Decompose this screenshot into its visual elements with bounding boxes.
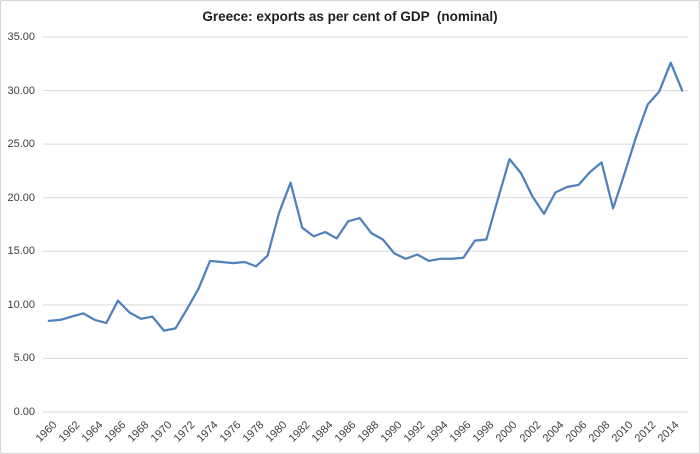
y-axis-tick-label: 20.00 — [7, 191, 35, 204]
y-axis-tick-label: 25.00 — [7, 138, 35, 151]
y-axis-tick-label: 35.00 — [7, 31, 35, 43]
y-axis-tick-label: 5.00 — [13, 352, 35, 365]
chart-title: Greece: exports as per cent of GDP (nomi… — [202, 9, 498, 24]
y-axis-tick-label: 10.00 — [7, 298, 35, 311]
y-axis-tick-label: 15.00 — [7, 245, 35, 258]
series-line-exports — [47, 61, 684, 332]
y-axis-tick-label: 0.00 — [13, 406, 35, 418]
y-axis-tick-label: 30.00 — [7, 84, 35, 97]
